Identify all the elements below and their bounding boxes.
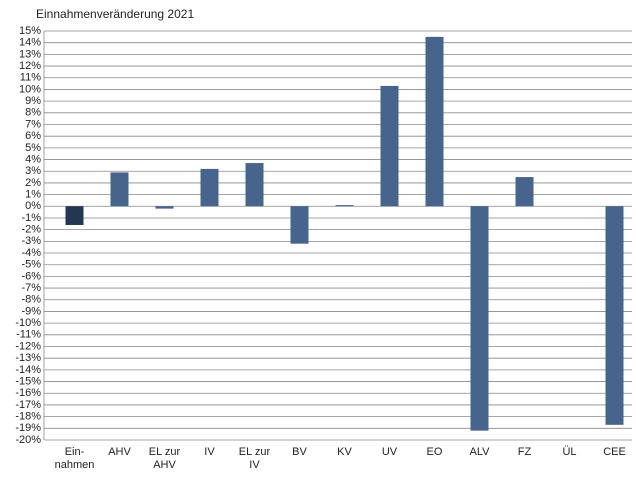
y-tick-label: -10%	[15, 317, 41, 329]
x-tick-label: EO	[427, 446, 443, 458]
y-tick-label: -18%	[15, 411, 41, 423]
y-tick-label: 13%	[19, 48, 41, 60]
x-tick-label: KV	[337, 446, 352, 458]
y-tick-label: 7%	[25, 118, 41, 130]
y-tick-label: -8%	[21, 294, 41, 306]
x-tick-label: IV	[204, 446, 215, 458]
x-tick-label: UV	[382, 446, 398, 458]
y-tick-label: 11%	[20, 72, 41, 84]
y-tick-label: -3%	[21, 235, 41, 247]
y-tick-label: -2%	[21, 224, 41, 236]
y-tick-label: 4%	[25, 153, 41, 165]
y-tick-label: 5%	[25, 142, 41, 154]
y-tick-label: -19%	[15, 422, 41, 434]
y-tick-label: -16%	[15, 387, 41, 399]
y-tick-label: -15%	[15, 375, 41, 387]
y-tick-label: -6%	[21, 270, 41, 282]
y-tick-label: 10%	[19, 83, 41, 95]
bar	[335, 205, 354, 207]
y-tick-label: 8%	[25, 107, 41, 119]
y-tick-label: 14%	[19, 37, 41, 49]
x-tick-label: EL zur IV	[239, 446, 271, 471]
x-tick-label: FZ	[518, 446, 532, 458]
y-tick-label: -4%	[21, 247, 41, 259]
bar	[110, 172, 129, 207]
y-tick-label: 15%	[19, 25, 41, 37]
y-tick-label: 6%	[25, 130, 41, 142]
x-tick-label: AHV	[108, 446, 131, 458]
bar	[425, 36, 444, 207]
y-tick-label: -14%	[15, 364, 41, 376]
bar	[290, 206, 309, 244]
bar	[470, 206, 489, 431]
bar	[155, 206, 174, 209]
bar	[380, 85, 399, 207]
y-tick-label: 2%	[25, 177, 41, 189]
chart-title: Einnahmenveränderung 2021	[36, 7, 194, 21]
x-tick-label: CEE	[603, 446, 626, 458]
bar	[245, 163, 264, 207]
bar	[200, 168, 219, 207]
y-tick-label: 3%	[25, 165, 41, 177]
x-tick-label: BV	[292, 446, 307, 458]
y-tick-label: -12%	[15, 340, 41, 352]
y-tick-label: -5%	[21, 259, 41, 271]
y-tick-label: -17%	[15, 399, 41, 411]
y-tick-label: 9%	[25, 95, 41, 107]
bar	[605, 206, 624, 425]
y-tick-label: 1%	[25, 189, 41, 201]
x-tick-label: EL zur AHV	[149, 446, 181, 471]
y-tick-label: -1%	[21, 212, 41, 224]
y-tick-label: -13%	[15, 352, 41, 364]
y-tick-label: -11%	[16, 329, 41, 341]
y-tick-label: 12%	[19, 60, 41, 72]
y-tick-label: -20%	[15, 434, 41, 446]
y-tick-label: 0%	[25, 200, 41, 212]
bar	[65, 206, 84, 225]
x-tick-label: Ein-nahmen	[55, 446, 95, 471]
x-tick-label: ÜL	[562, 446, 576, 458]
y-tick-label: -7%	[21, 282, 41, 294]
y-tick-label: -9%	[21, 305, 41, 317]
x-tick-label: ALV	[470, 446, 491, 458]
bar	[515, 177, 534, 207]
